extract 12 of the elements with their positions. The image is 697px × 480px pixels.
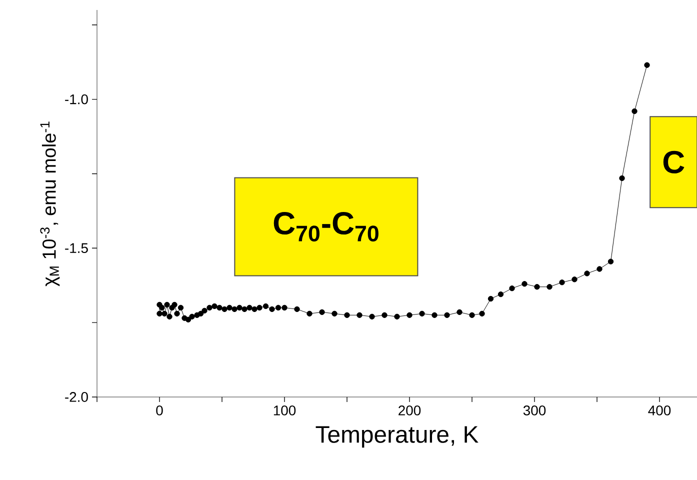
y-tick-label: -2.0	[65, 392, 88, 402]
y-tick-label: -1.0	[65, 94, 88, 104]
x-tick-label: 300	[523, 406, 546, 416]
x-axis-title: Temperature, K	[316, 426, 478, 448]
y-tick-label: -1.5	[65, 243, 88, 254]
y-axis-title: χ$_{M}$ 10$^{-3}$, emu mole$^{-1}$	[40, 122, 60, 286]
annotation: C$_{70}$-C$_{70}$	[274, 212, 378, 242]
x-tick-label: 200	[398, 406, 421, 416]
x-tick-label: 0	[156, 406, 163, 416]
x-tick-label: 400	[648, 406, 671, 416]
x-tick-label: 100	[274, 406, 296, 416]
annotation: C	[663, 150, 684, 174]
